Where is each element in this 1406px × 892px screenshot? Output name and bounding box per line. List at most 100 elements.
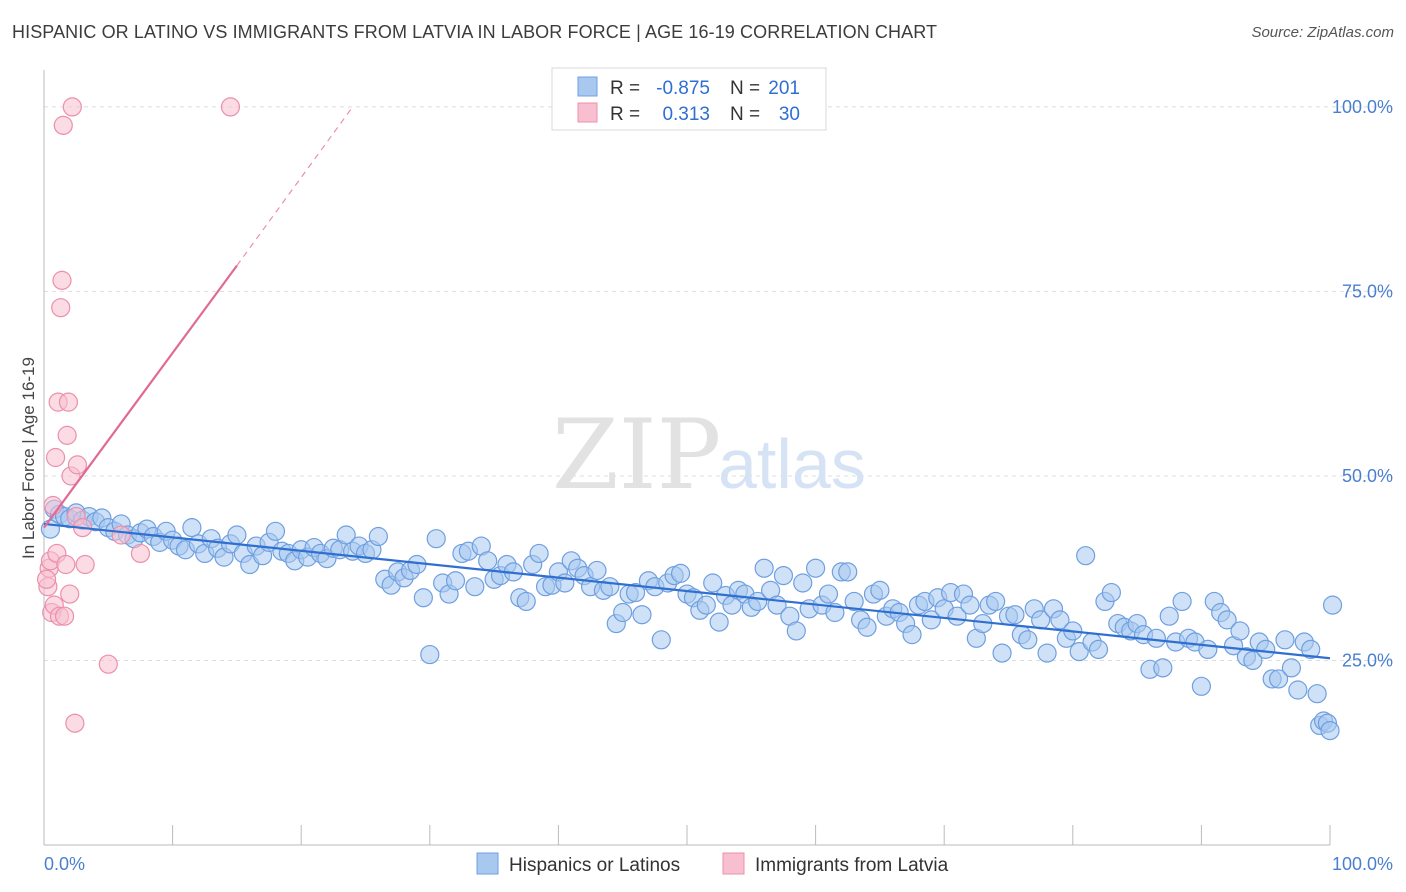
hispanics-point-115 bbox=[773, 565, 794, 586]
hispanics-point-162 bbox=[1076, 546, 1096, 566]
latvia-point-22 bbox=[67, 455, 88, 475]
latvia-point-11 bbox=[52, 270, 72, 290]
stats-pink-n-label: N = bbox=[730, 104, 760, 125]
stats-box-frame bbox=[551, 67, 827, 131]
hispanics-point-195 bbox=[1288, 680, 1308, 700]
chart-source: Source: ZipAtlas.com bbox=[1251, 24, 1394, 41]
hispanics-point-158 bbox=[1050, 610, 1070, 630]
x-tick-marks bbox=[172, 825, 1331, 845]
trend-line-latvia bbox=[43, 264, 238, 529]
hispanics-point-198 bbox=[1307, 684, 1327, 704]
hispanics-point-166 bbox=[1101, 582, 1121, 603]
stats-swatch-blue bbox=[577, 76, 598, 97]
hispanics-point-92 bbox=[625, 582, 646, 603]
stats-pink-n-value: 30 bbox=[779, 104, 800, 125]
stats-blue-n-value: 201 bbox=[768, 78, 800, 99]
hispanics-point-164 bbox=[1088, 639, 1109, 660]
watermark: ZIP atlas bbox=[552, 399, 866, 511]
axes: 25.0% 50.0% 75.0% 100.0% 0.0% 100.0% In Lab… bbox=[19, 70, 1393, 874]
hispanics-point-99 bbox=[670, 563, 691, 583]
y-axis-label: In Labor Force | Age 16-19 bbox=[19, 357, 38, 559]
hispanics-point-64 bbox=[445, 571, 466, 591]
legend-label-latvia[interactable]: Immigrants from Latvia bbox=[755, 855, 949, 876]
stats-pink-r-label: R = bbox=[610, 104, 640, 125]
latvia-point-25 bbox=[98, 654, 118, 674]
hispanics-point-175 bbox=[1159, 606, 1179, 626]
hispanics-point-30 bbox=[227, 525, 247, 545]
x-tick-label-max: 100.0% bbox=[1332, 854, 1393, 874]
latvia-point-19 bbox=[62, 97, 82, 117]
hispanics-point-153 bbox=[1018, 630, 1038, 650]
hispanics-point-103 bbox=[696, 595, 716, 615]
hispanics-point-112 bbox=[754, 558, 774, 578]
hispanics-point-117 bbox=[786, 621, 806, 641]
hispanics-point-173 bbox=[1146, 628, 1166, 648]
hispanics-point-104 bbox=[703, 573, 723, 593]
legend-swatch-hispanics[interactable] bbox=[476, 852, 499, 875]
hispanics-point-93 bbox=[632, 605, 652, 625]
hispanics-point-90 bbox=[613, 602, 633, 623]
trend-line-hispanics bbox=[43, 522, 1331, 660]
hispanics-point-186 bbox=[1230, 621, 1250, 641]
y-tick-labels: 25.0% 50.0% 75.0% 100.0% bbox=[1332, 97, 1393, 671]
latvia-point-10 bbox=[51, 298, 71, 318]
latvia-point-16 bbox=[58, 392, 79, 412]
stats-blue-r-value: -0.875 bbox=[656, 78, 710, 99]
y-tick-label-3: 100.0% bbox=[1332, 97, 1393, 117]
y-tick-label-1: 50.0% bbox=[1342, 466, 1393, 486]
hispanics-point-202 bbox=[1320, 720, 1340, 741]
hispanics-point-86 bbox=[587, 560, 607, 581]
hispanics-point-60 bbox=[420, 644, 440, 665]
hispanics-point-130 bbox=[870, 580, 890, 600]
stats-pink-r-value: 0.313 bbox=[662, 104, 710, 125]
hispanics-point-174 bbox=[1153, 658, 1173, 678]
hispanics-point-61 bbox=[426, 529, 446, 549]
hispanics-point-105 bbox=[709, 612, 729, 632]
x-tick-label-min: 0.0% bbox=[44, 854, 85, 874]
hispanics-point-75 bbox=[516, 591, 536, 612]
hispanics-point-67 bbox=[465, 577, 485, 597]
hispanics-point-96 bbox=[651, 630, 671, 650]
hispanics-point-197 bbox=[1301, 639, 1321, 660]
hispanics-point-118 bbox=[793, 573, 813, 593]
hispanics-point-135 bbox=[902, 625, 922, 645]
hispanics-point-151 bbox=[1005, 605, 1025, 625]
latvia-point-20 bbox=[65, 713, 85, 733]
latvia-point-28 bbox=[220, 97, 241, 117]
latvia-point-12 bbox=[53, 115, 73, 135]
hispanics-point-52 bbox=[368, 526, 388, 547]
latvia-point-26 bbox=[111, 525, 131, 545]
legend-label-hispanics[interactable]: Hispanics or Latinos bbox=[509, 855, 680, 876]
legend-swatch-latvia[interactable] bbox=[722, 852, 745, 875]
hispanics-point-69 bbox=[478, 551, 498, 571]
hispanics-point-23 bbox=[182, 518, 202, 538]
hispanics-point-77 bbox=[529, 543, 549, 564]
hispanics-point-36 bbox=[265, 521, 286, 541]
watermark-atlas: atlas bbox=[718, 425, 866, 503]
hispanics-point-177 bbox=[1172, 591, 1192, 612]
hispanics-point-184 bbox=[1217, 610, 1237, 630]
hispanics-point-128 bbox=[857, 617, 877, 637]
hispanics-point-192 bbox=[1268, 669, 1289, 689]
trend-lines bbox=[43, 106, 1331, 660]
hispanics-point-188 bbox=[1243, 650, 1263, 671]
latvia-point-17 bbox=[60, 584, 80, 604]
hispanics-point-180 bbox=[1191, 676, 1212, 696]
hispanics-point-149 bbox=[992, 643, 1012, 663]
hispanics-point-59 bbox=[413, 588, 433, 608]
hispanics-point-125 bbox=[838, 562, 858, 582]
watermark-zip: ZIP bbox=[552, 399, 721, 511]
hispanics-point-156 bbox=[1037, 643, 1057, 663]
hispanics-point-120 bbox=[805, 558, 826, 578]
stats-blue-n-label: N = bbox=[730, 78, 760, 99]
latvia-point-15 bbox=[57, 425, 77, 445]
y-tick-label-2: 75.0% bbox=[1342, 281, 1393, 301]
latvia-point-6 bbox=[45, 447, 66, 468]
latvia-point-24 bbox=[75, 554, 95, 575]
hispanics-point-144 bbox=[960, 595, 980, 615]
hispanics-point-126 bbox=[844, 591, 864, 612]
hispanics-point-122 bbox=[818, 584, 839, 604]
stats-swatch-pink bbox=[577, 102, 598, 123]
stats-legend-box: R = -0.875 N = 201 R = 0.313 N = 30 bbox=[551, 67, 827, 131]
